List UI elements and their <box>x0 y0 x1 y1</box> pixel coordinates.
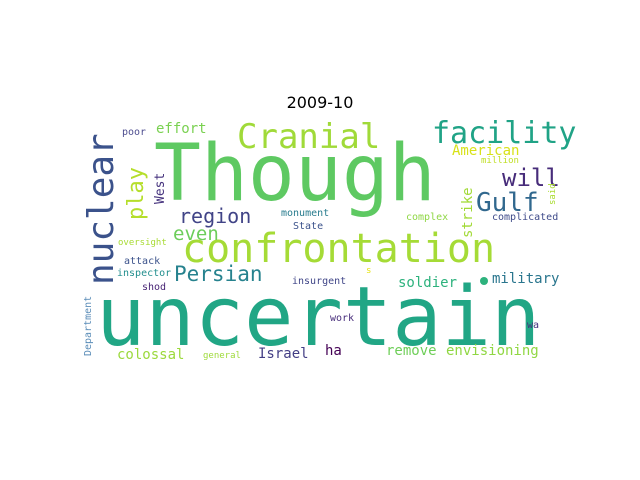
dot-mark <box>480 277 488 285</box>
word-region: region <box>179 204 251 228</box>
word-west: West <box>153 173 168 204</box>
word-though: Though <box>154 129 436 219</box>
word-persian: Persian <box>174 262 263 286</box>
word-general: general <box>203 351 241 361</box>
word-nuclear: nuclear <box>81 133 122 285</box>
word-american: American <box>452 143 519 159</box>
word-gulf: Gulf <box>476 188 539 218</box>
figure-title: 2009-10 <box>286 93 354 112</box>
word-poor: poor <box>122 127 146 138</box>
word-state: State <box>293 221 323 232</box>
word-facility: facility <box>432 116 577 151</box>
word-insurgent: insurgent <box>292 276 346 287</box>
word-ha: ha <box>325 343 342 359</box>
word-million: million <box>481 156 519 166</box>
word-military: military <box>492 271 559 287</box>
word-envisioning: envisioning <box>446 343 539 359</box>
word-inspector: inspector <box>117 268 171 279</box>
word-said: said <box>548 183 558 205</box>
word-s: s <box>366 266 371 276</box>
word-strike: strike <box>460 187 476 238</box>
word-will: will <box>502 164 560 192</box>
word-complex: complex <box>406 212 448 223</box>
word-even: even <box>173 223 219 245</box>
word-effort: effort <box>156 121 207 137</box>
word-shod: shod <box>142 282 166 293</box>
word-complicated: complicated <box>492 212 558 223</box>
word-wa: wa <box>527 320 539 331</box>
word-remove-envisioning: remove <box>386 343 437 359</box>
word-monument: monument <box>281 208 329 219</box>
word-soldier: soldier <box>398 275 457 291</box>
word-work: work <box>330 313 354 324</box>
word-attack: attack <box>124 256 160 267</box>
word-colossal: colossal <box>117 347 184 363</box>
word-oversight: oversight <box>118 238 167 248</box>
word-cranial: Cranial <box>237 117 380 157</box>
word-department: Department <box>83 296 94 356</box>
word-play: play <box>124 167 149 220</box>
word-confrontation: confrontation <box>182 226 495 272</box>
word-israel: Israel <box>258 346 309 362</box>
word-uncertain: uncertain <box>96 270 540 365</box>
